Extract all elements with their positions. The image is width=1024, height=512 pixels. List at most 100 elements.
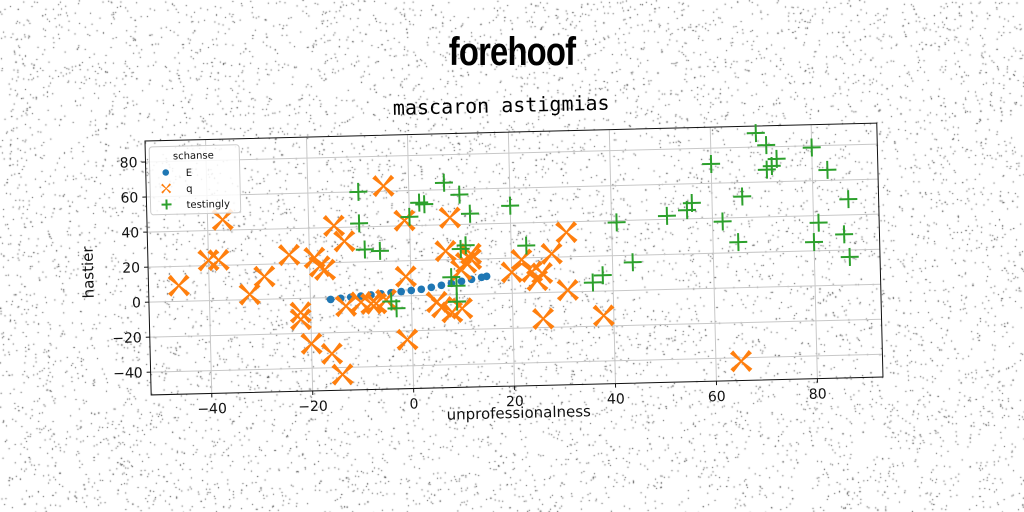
point-testingly bbox=[757, 160, 776, 179]
point-testingly bbox=[355, 240, 374, 259]
point-testingly bbox=[757, 136, 776, 155]
x-grid-line bbox=[406, 134, 415, 389]
chart-title: mascaron astigmias bbox=[393, 91, 610, 120]
point-q bbox=[320, 342, 344, 365]
point-q bbox=[540, 242, 563, 265]
point-testingly bbox=[702, 154, 721, 173]
point-q bbox=[434, 239, 457, 263]
point-testingly bbox=[460, 204, 479, 223]
x-grid-line bbox=[810, 124, 818, 379]
point-testingly bbox=[400, 207, 419, 226]
y-grid-line bbox=[147, 213, 880, 233]
point-testingly bbox=[805, 233, 824, 252]
point-q bbox=[365, 292, 388, 315]
y-axis-label: hastier bbox=[79, 245, 98, 298]
x-tick-label: −20 bbox=[298, 399, 328, 416]
legend-marker-q bbox=[161, 183, 172, 194]
point-testingly bbox=[447, 276, 466, 295]
legend-marker-testingly bbox=[161, 199, 172, 210]
x-grid-line bbox=[608, 129, 616, 384]
y-grid-line bbox=[146, 178, 879, 198]
y-grid-line bbox=[148, 248, 880, 268]
point-q bbox=[396, 328, 419, 351]
point-testingly bbox=[733, 187, 752, 206]
point-q bbox=[532, 307, 555, 330]
point-testingly bbox=[839, 190, 858, 209]
point-testingly bbox=[746, 124, 765, 143]
point-testingly bbox=[410, 193, 429, 212]
point-E bbox=[427, 283, 436, 292]
y-tick-label: 20 bbox=[122, 260, 140, 276]
point-q bbox=[167, 274, 191, 297]
point-testingly bbox=[840, 247, 859, 266]
series-testingly-group bbox=[349, 124, 859, 318]
point-q bbox=[372, 174, 395, 198]
point-q bbox=[289, 301, 312, 324]
point-q bbox=[238, 283, 261, 306]
point-q bbox=[211, 208, 234, 231]
point-E bbox=[407, 286, 416, 295]
y-grid-line bbox=[149, 318, 882, 338]
point-testingly bbox=[593, 266, 612, 285]
point-q bbox=[253, 265, 276, 288]
point-q bbox=[393, 209, 416, 232]
y-tick-label: −40 bbox=[113, 365, 143, 382]
point-testingly bbox=[767, 149, 786, 168]
point-testingly bbox=[501, 196, 520, 215]
point-E bbox=[397, 287, 406, 296]
x-tick-label: 20 bbox=[506, 394, 524, 410]
x-axis-label: unprofessionalness bbox=[446, 402, 591, 424]
y-tick-label: 0 bbox=[132, 295, 141, 311]
legend-label-E: E bbox=[186, 168, 193, 179]
y-tick-label: 40 bbox=[121, 225, 139, 241]
legend-title: schanse bbox=[173, 150, 214, 162]
chart-legend: schanse Eq testingly bbox=[148, 144, 242, 216]
point-testingly bbox=[607, 213, 626, 232]
y-grid-line bbox=[150, 353, 883, 373]
point-q bbox=[500, 261, 523, 284]
x-tick-label: 40 bbox=[607, 391, 625, 407]
y-grid-line bbox=[148, 283, 881, 303]
point-q bbox=[334, 294, 358, 318]
point-q bbox=[555, 221, 578, 244]
point-q bbox=[322, 214, 346, 237]
point-q bbox=[331, 363, 354, 386]
x-tick-label: 0 bbox=[409, 396, 418, 412]
data-marks bbox=[167, 124, 859, 386]
point-testingly bbox=[583, 273, 602, 292]
point-testingly bbox=[370, 241, 389, 260]
point-q bbox=[197, 249, 220, 272]
point-testingly bbox=[623, 253, 642, 272]
plot-frame bbox=[144, 122, 884, 396]
point-testingly bbox=[517, 236, 536, 255]
x-tick-label: −40 bbox=[197, 401, 227, 418]
point-testingly bbox=[713, 212, 732, 231]
legend-label-testingly: testingly bbox=[186, 199, 230, 211]
x-grid-line bbox=[507, 132, 516, 387]
y-axis-ticks: −40 −20 0 20 40 60 80 bbox=[112, 155, 151, 382]
point-q bbox=[430, 296, 454, 319]
point-testingly bbox=[447, 292, 466, 311]
legend-marker-E bbox=[162, 169, 170, 176]
point-q bbox=[333, 230, 356, 253]
point-E bbox=[437, 281, 446, 290]
point-testingly bbox=[456, 236, 475, 255]
point-q bbox=[730, 350, 753, 373]
point-testingly bbox=[350, 214, 369, 233]
y-grid-line bbox=[145, 143, 878, 163]
y-tick-label: 80 bbox=[120, 155, 138, 171]
point-E bbox=[417, 285, 426, 294]
point-q bbox=[277, 243, 301, 267]
point-testingly bbox=[818, 160, 837, 179]
point-q bbox=[438, 206, 462, 229]
point-q bbox=[394, 265, 418, 288]
point-q bbox=[556, 278, 579, 302]
point-testingly bbox=[835, 225, 854, 244]
point-E bbox=[457, 277, 466, 286]
point-q bbox=[359, 292, 383, 315]
point-q bbox=[313, 258, 337, 281]
point-testingly bbox=[415, 195, 434, 214]
point-q bbox=[592, 304, 615, 327]
legend-label-q: q bbox=[186, 184, 193, 195]
